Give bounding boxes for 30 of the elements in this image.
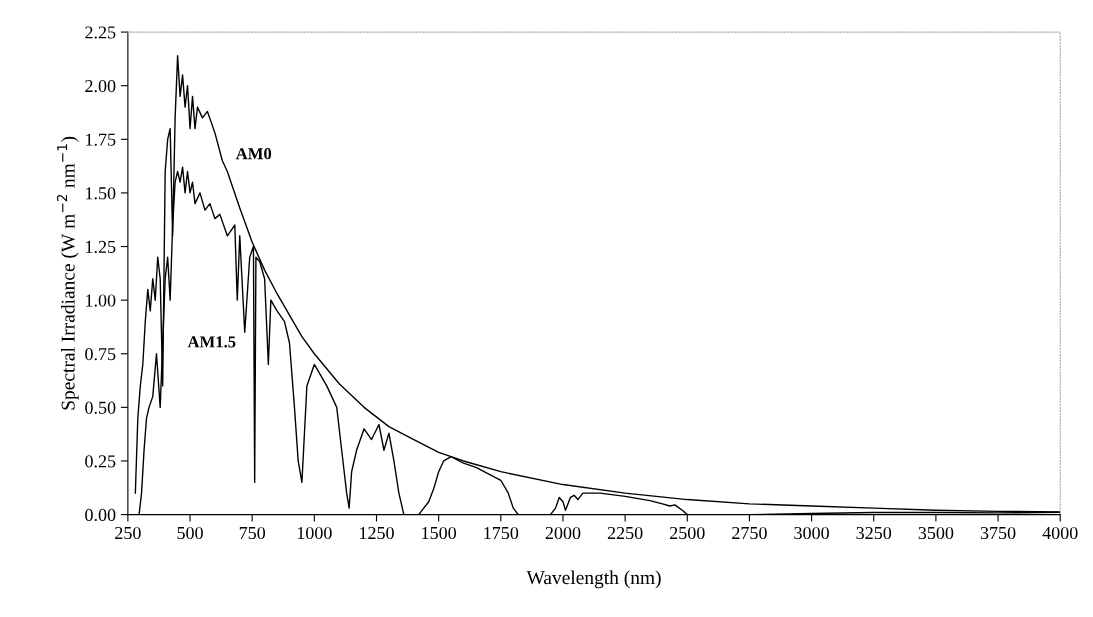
y-tick-label: 1.25	[86, 240, 116, 254]
y-tick-label: 0.00	[85, 508, 116, 522]
y-tick-label: 1.00	[86, 294, 116, 307]
x-axis-title: Wavelength (nm)	[526, 570, 661, 589]
x-tick-label: 2250	[607, 526, 643, 540]
y-tick-label: 0.50	[85, 401, 116, 414]
y-tick-label: 2.00	[85, 79, 116, 93]
x-tick-label: 3750	[980, 526, 1016, 540]
x-tick-label: 4000	[1042, 526, 1078, 540]
x-tick-label: 1750	[484, 526, 519, 540]
x-tick-label: 3500	[918, 526, 954, 540]
x-tick-label: 750	[239, 526, 266, 540]
series-label: AM0	[235, 148, 272, 160]
x-tick-label: 3000	[794, 526, 829, 540]
x-tick-label: 500	[177, 526, 203, 540]
x-tick-label: 2000	[545, 526, 581, 540]
series-label: AM1.5	[187, 336, 236, 348]
x-tick-label: 1000	[297, 526, 332, 540]
y-tick-label: 1.75	[86, 133, 116, 146]
x-tick-label: 1250	[360, 526, 394, 540]
y-axis-title: Spectral Irradiance (W m$^{−2}$ nm$^{−1}$)	[56, 136, 79, 410]
x-tick-label: 250	[115, 526, 141, 540]
x-tick-label: 2500	[670, 526, 705, 540]
y-tick-label: 1.50	[86, 187, 116, 200]
x-tick-label: 2750	[732, 526, 767, 540]
y-tick-label: 0.75	[85, 348, 116, 361]
x-tick-label: 1500	[422, 526, 457, 540]
x-tick-label: 3250	[856, 526, 892, 540]
y-tick-label: 0.25	[85, 455, 116, 468]
y-tick-label: 2.25	[85, 26, 116, 39]
